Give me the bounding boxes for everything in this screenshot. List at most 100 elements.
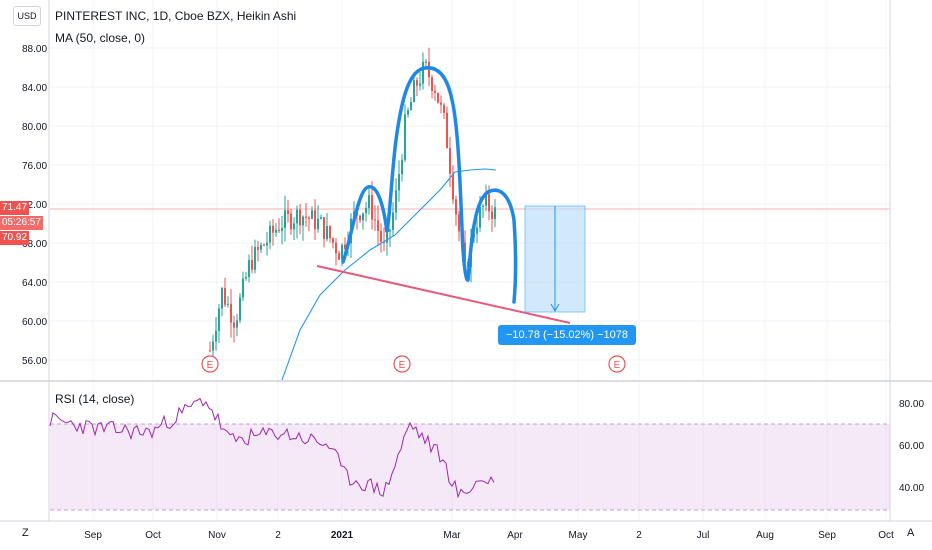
candle-body xyxy=(302,216,304,226)
price-axis[interactable]: 88.00 84.00 80.00 76.00 72.00 68.00 64.00 60.00… xyxy=(22,44,47,367)
candle-body xyxy=(392,212,394,230)
candle-body xyxy=(404,114,406,160)
rsi-band xyxy=(50,424,890,510)
auto-scale-button[interactable]: A xyxy=(907,527,915,539)
candle-body xyxy=(380,230,382,242)
candle-body xyxy=(389,229,391,232)
candle-body xyxy=(290,213,292,230)
candle-body xyxy=(443,104,445,113)
currency-button[interactable]: USD xyxy=(13,6,41,26)
candle-body xyxy=(476,227,478,234)
trend-line[interactable] xyxy=(316,265,571,324)
candles xyxy=(209,47,496,359)
candle-body xyxy=(422,61,424,84)
measure-label: −10.78 (−15.02%) −1078 xyxy=(498,325,637,345)
candle-body xyxy=(212,341,214,351)
candle-body xyxy=(326,225,328,240)
earnings-marker[interactable]: E xyxy=(393,355,411,373)
candle-body xyxy=(263,244,265,246)
candle-body xyxy=(398,174,400,191)
ma-line xyxy=(281,168,497,381)
candle-body xyxy=(281,227,283,231)
candle-body xyxy=(278,229,280,231)
candle-body xyxy=(338,253,340,260)
symbol-legend[interactable]: PINTEREST INC, 1D, Cboe BZX, Heikin Ashi xyxy=(55,9,297,23)
candle-body xyxy=(407,110,409,115)
candle-body xyxy=(374,219,376,221)
candle-body xyxy=(296,209,298,224)
candle-body xyxy=(275,229,277,233)
candle-body xyxy=(215,330,217,342)
candle-body xyxy=(257,247,259,250)
candle-body xyxy=(494,207,496,220)
candle-body xyxy=(362,213,364,221)
candle-body xyxy=(311,210,313,219)
candle-body xyxy=(221,288,223,309)
head-shoulders-drawing[interactable] xyxy=(341,66,518,304)
price-tick-label: 80.00 xyxy=(22,122,47,133)
earnings-marker[interactable]: E xyxy=(201,355,219,373)
time-tick-label: Oct xyxy=(145,530,161,541)
time-tick-label: 2 xyxy=(275,530,281,541)
time-tick-label: 2021 xyxy=(331,530,354,541)
candle-body xyxy=(224,288,226,305)
candle-body xyxy=(482,205,484,207)
candle-body xyxy=(260,244,262,250)
candle-body xyxy=(254,247,256,270)
time-tick-label: Oct xyxy=(878,530,894,541)
svg-text:E: E xyxy=(399,360,406,371)
time-tick-label: Apr xyxy=(507,530,523,541)
candle-body xyxy=(383,241,385,243)
price-tick-label: 88.00 xyxy=(22,44,47,55)
time-tick-label: May xyxy=(569,530,588,541)
price-tick-label: 76.00 xyxy=(22,161,47,172)
candle-body xyxy=(491,211,493,220)
candle-body xyxy=(368,195,370,209)
candle-body xyxy=(233,322,235,328)
candle-body xyxy=(365,208,367,214)
measure-arrow-head xyxy=(550,303,560,313)
candle-body xyxy=(236,320,238,328)
candle-body xyxy=(323,217,325,240)
rsi-axis[interactable]: 80.00 60.00 40.00 xyxy=(899,399,924,494)
price-tick-label: 60.00 xyxy=(22,317,47,328)
price-tick-label: 56.00 xyxy=(22,356,47,367)
candle-body xyxy=(485,194,487,206)
ma-legend[interactable]: MA (50, close, 0) xyxy=(55,31,146,45)
last-price-tag: 71.47 xyxy=(0,201,30,215)
time-axis[interactable]: Sep Oct Nov 2 2021 Mar Apr May 2 Jul Aug Sep Oct xyxy=(84,530,894,541)
candle-body xyxy=(248,260,250,277)
candle-body xyxy=(329,225,331,239)
rsi-tick-label: 80.00 xyxy=(899,399,924,410)
candle-body xyxy=(209,350,211,352)
candle-body xyxy=(413,80,415,102)
candle-body xyxy=(344,244,346,249)
candle-body xyxy=(386,231,388,243)
candle-body xyxy=(446,112,448,149)
low-price-tag: 70.92 xyxy=(0,231,30,245)
candle-body xyxy=(371,195,373,220)
timezone-button[interactable]: Z xyxy=(22,527,29,539)
candle-body xyxy=(230,303,232,323)
rsi-tick-label: 40.00 xyxy=(899,483,924,494)
time-tick-label: Aug xyxy=(756,530,774,541)
candle-body xyxy=(284,210,286,228)
rsi-legend[interactable]: RSI (14, close) xyxy=(55,392,135,406)
candle-body xyxy=(218,308,220,331)
candle-body xyxy=(305,216,307,218)
candle-body xyxy=(419,83,421,86)
candle-body xyxy=(272,225,274,233)
candle-body xyxy=(410,101,412,111)
candle-body xyxy=(251,260,253,270)
candle-body xyxy=(464,242,466,262)
candle-body xyxy=(320,217,322,219)
earnings-marker[interactable]: E xyxy=(608,355,626,373)
price-tick-label: 84.00 xyxy=(22,83,47,94)
time-tick-label: Nov xyxy=(208,530,226,541)
candle-body xyxy=(377,220,379,231)
candle-body xyxy=(452,173,454,200)
candle-body xyxy=(287,210,289,214)
candle-body xyxy=(395,190,397,213)
candle-body xyxy=(245,276,247,279)
